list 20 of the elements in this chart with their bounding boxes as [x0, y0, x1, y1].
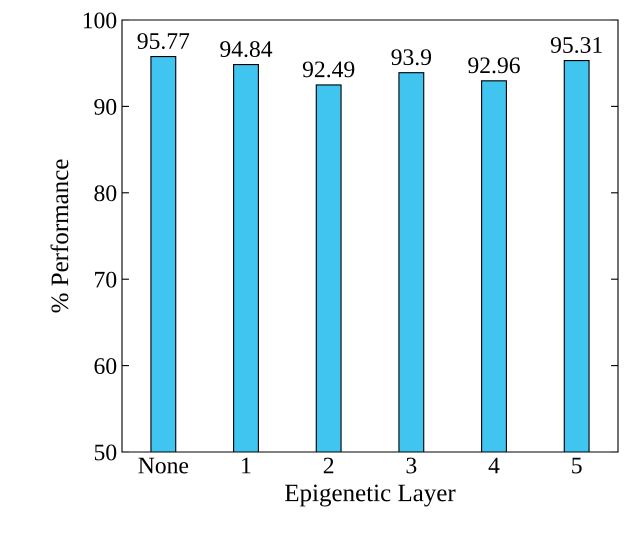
data-label: 92.49 [302, 61, 354, 78]
x-tick-label: 5 [572, 458, 582, 474]
data-label: 95.31 [550, 37, 602, 54]
x-tick-label: None [138, 458, 188, 474]
data-label: 95.77 [138, 33, 190, 50]
y-tick-label: 90 [94, 98, 116, 115]
data-label: 94.84 [220, 41, 272, 58]
x-axis-title: Epigenetic Layer [285, 484, 456, 506]
x-tick-label: 2 [324, 458, 334, 474]
y-tick-label: 70 [95, 272, 116, 288]
y-tick-label: 100 [84, 12, 116, 28]
data-label: 92.96 [468, 57, 520, 74]
x-tick-label: 1 [242, 458, 250, 474]
x-tick-label: 4 [488, 458, 500, 474]
y-tick-label: 80 [94, 185, 116, 202]
x-tick-label: 3 [406, 458, 416, 474]
y-tick-label: 60 [94, 358, 116, 374]
data-label: 93.9 [391, 49, 432, 66]
y-axis-title: % Performance [50, 159, 68, 313]
y-tick-label: 50 [94, 444, 116, 460]
